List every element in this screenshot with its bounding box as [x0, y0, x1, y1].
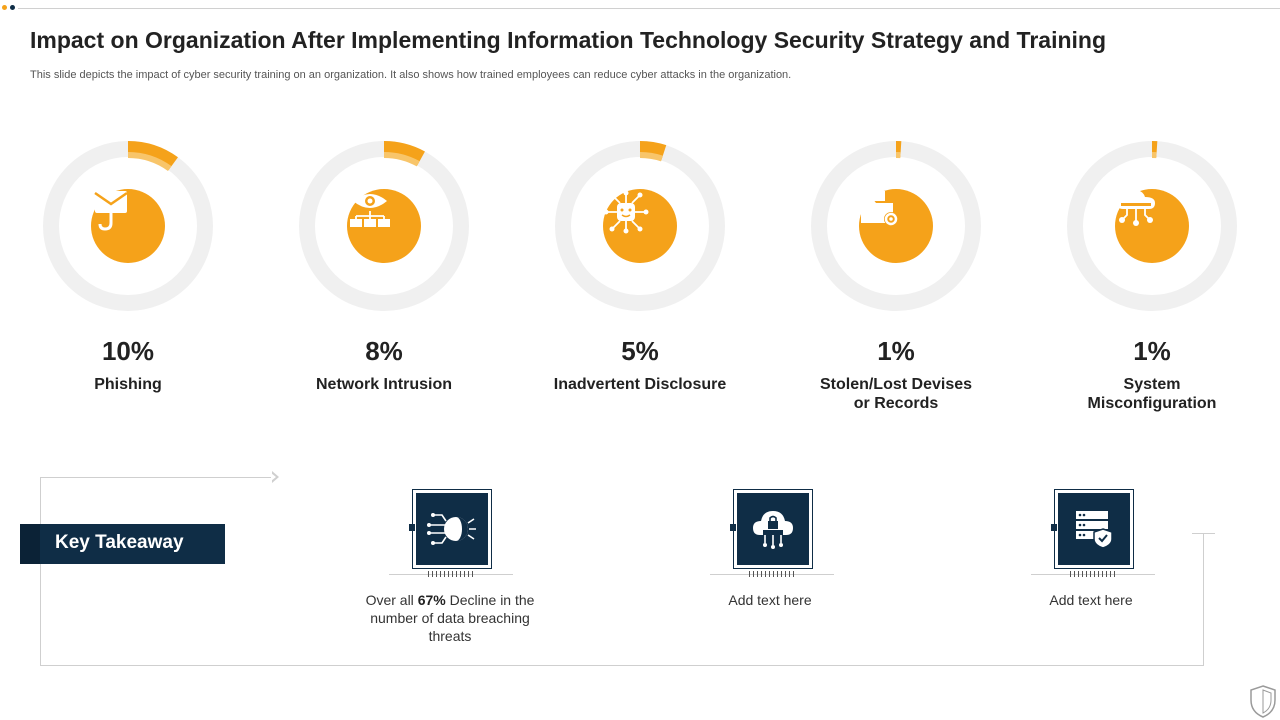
caption-text: Add text here [1049, 592, 1133, 608]
page-subtitle: This slide depicts the impact of cyber s… [30, 69, 792, 81]
cloud-network-icon [1117, 190, 1155, 226]
caption-text-after: Decline in the number of data breaching … [370, 592, 535, 644]
accent-dot-navy [10, 5, 15, 10]
progress-ring [298, 140, 470, 312]
chip-pin [1051, 524, 1057, 531]
takeaway-chip-1 [409, 489, 492, 569]
takeaway-caption-1: Over all 67% Decline in the number of da… [360, 591, 540, 645]
arrow-right-icon [271, 471, 279, 483]
chip-face [416, 493, 488, 565]
ring-arc [127, 141, 178, 171]
takeaway-chip-2 [730, 489, 813, 569]
stat-label-line2: or Records [853, 395, 939, 412]
stat-system-misconfiguration: 1% System Misconfiguration [1052, 140, 1252, 413]
ring-arc [639, 141, 667, 161]
stat-label-line1: Stolen/Lost Devises [819, 376, 973, 393]
ring-svg [1067, 140, 1237, 311]
stat-label-line2: Misconfiguration [1087, 395, 1217, 412]
stat-stolen-lost-devices: 1% Stolen/Lost Devises or Records [796, 140, 996, 413]
ring-arc [383, 141, 425, 166]
icon-disc [1115, 189, 1189, 263]
stat-label-line1: Network Intrusion [315, 376, 452, 393]
chip-face [737, 493, 809, 565]
icon-disc [347, 189, 421, 263]
chip-pins-bottom [749, 571, 795, 577]
stat-percent: 1% [877, 336, 915, 366]
takeaway-frame-right-line [1203, 533, 1204, 666]
server-shield-icon [1076, 511, 1113, 549]
key-takeaway-banner [20, 524, 225, 564]
stat-network-intrusion: 8% Network Intrusion [284, 140, 484, 394]
eye-network-icon [350, 194, 390, 227]
page-title: Impact on Organization After Implementin… [30, 27, 1107, 53]
envelope-hook-icon [94, 191, 128, 231]
takeaway-chip-3 [1051, 489, 1134, 569]
takeaway-frame-right-cap [1192, 533, 1215, 534]
hacker-signal-icon [427, 513, 476, 545]
ring-arc-highlight [127, 152, 172, 172]
circuit-chip-icon [603, 190, 649, 234]
cloud-lock-icon [753, 511, 793, 549]
stat-label: Stolen/Lost Devises or Records [796, 375, 996, 413]
ring-svg [811, 140, 981, 311]
stat-percent: 1% [1133, 336, 1171, 366]
accent-dot-orange [2, 5, 7, 10]
chip-pins-bottom [428, 571, 474, 577]
progress-ring [42, 140, 214, 312]
stat-label: System Misconfiguration [1052, 375, 1252, 413]
chip-pin [730, 524, 736, 531]
top-rule [18, 8, 1280, 9]
caption-bold: 67% [417, 592, 446, 608]
chip-pin [409, 524, 415, 531]
caption-text: Over all [365, 592, 418, 608]
stat-percent: 10% [101, 336, 155, 366]
icon-disc [91, 189, 165, 263]
takeaway-frame [40, 477, 1204, 666]
key-takeaway-title: Key Takeaway [55, 532, 184, 553]
folder-gear-icon [861, 191, 898, 226]
icon-disc [603, 189, 677, 263]
ring-svg [299, 141, 469, 311]
ring-svg [43, 141, 213, 311]
progress-ring [1066, 140, 1238, 312]
takeaway-frame-top-line [40, 477, 274, 478]
icon-disc [859, 189, 933, 263]
stat-phishing: 10% Phishing [28, 140, 228, 394]
ring-arc-highlight [383, 152, 420, 167]
stat-percent: 5% [621, 336, 659, 366]
stat-label: Network Intrusion [284, 375, 484, 394]
progress-ring [554, 140, 726, 312]
stat-label: Phishing [28, 375, 228, 394]
stat-inadvertent-disclosure: 5% Inadvertent Disclosure [540, 140, 740, 394]
shield-icon [1250, 685, 1276, 718]
takeaway-caption-3: Add text here [1001, 591, 1181, 609]
ring-arc-highlight [639, 151, 663, 162]
takeaway-caption-2: Add text here [680, 591, 860, 609]
stat-label-line1: Phishing [94, 376, 162, 393]
chip-face [1058, 493, 1130, 565]
progress-ring [810, 140, 982, 312]
stat-label: Inadvertent Disclosure [540, 375, 740, 394]
chip-pins-bottom [1070, 571, 1116, 577]
stat-label-line1: Inadvertent Disclosure [553, 376, 727, 393]
stat-percent: 8% [365, 336, 403, 366]
ring-svg [555, 141, 725, 311]
stat-label-line1: System [1123, 376, 1181, 393]
caption-text: Add text here [728, 592, 812, 608]
